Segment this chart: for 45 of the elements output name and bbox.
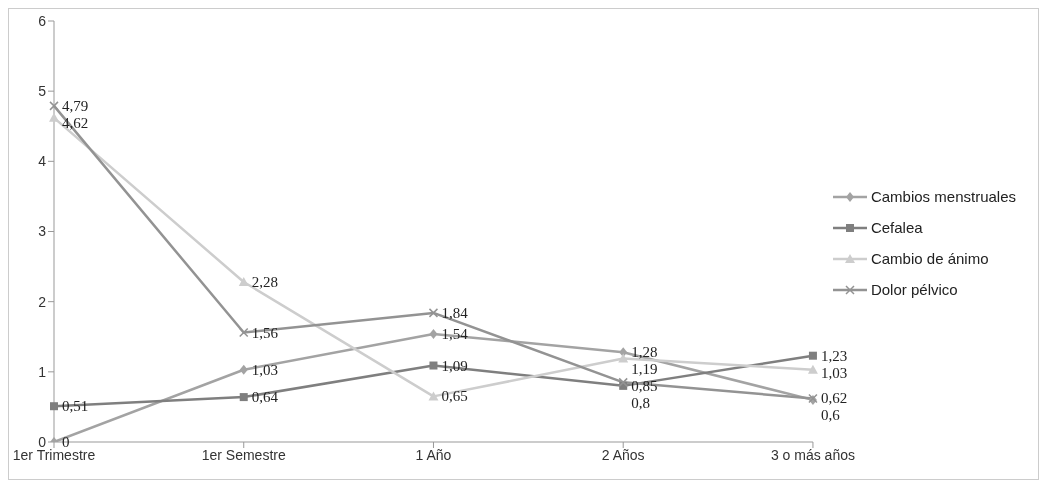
point — [238, 277, 249, 287]
y-tick-label: 6 — [38, 12, 47, 29]
point — [618, 377, 628, 388]
data-label: 1,03 — [820, 364, 848, 381]
point — [238, 327, 249, 338]
point — [807, 364, 818, 374]
data-label: 0,62 — [820, 390, 848, 407]
data-label: 1,56 — [251, 324, 279, 341]
data-label: 0,85 — [631, 378, 658, 395]
legend-label: Cambio de ánimo — [870, 250, 989, 267]
point — [808, 351, 817, 360]
point — [428, 308, 439, 318]
data-label: 2,28 — [251, 274, 278, 291]
y-tick-label: 5 — [38, 83, 47, 100]
data-label: 1,19 — [631, 361, 658, 378]
data-label: 0,8 — [631, 395, 650, 412]
y-tick-label: 4 — [38, 153, 47, 170]
legend-label: Dolor pélvico — [870, 281, 958, 298]
y-tick-label: 2 — [38, 293, 47, 310]
data-label: 4,79 — [62, 97, 89, 114]
data-label: 1,54 — [441, 325, 469, 342]
legend-label: Cefalea — [870, 219, 923, 236]
point — [428, 391, 439, 401]
data-label: 0,65 — [441, 388, 468, 405]
data-label: 1,23 — [820, 347, 848, 364]
data-label: 4,62 — [62, 114, 89, 131]
data-label: 0,64 — [251, 389, 279, 406]
data-label: 1,84 — [441, 304, 469, 321]
point — [429, 361, 438, 370]
point — [239, 364, 248, 375]
point — [49, 101, 59, 111]
y-tick-label: 3 — [38, 223, 47, 240]
legend-label: Cambios menstruales — [870, 188, 1016, 205]
data-label: 1,28 — [631, 344, 658, 361]
point — [618, 353, 629, 363]
y-tick-label: 1 — [38, 363, 47, 380]
point — [239, 393, 248, 402]
x-tick-label: 1er Semestre — [201, 446, 286, 463]
x-tick-label: 1 Año — [415, 446, 452, 463]
point — [429, 328, 438, 339]
data-label: 0,6 — [820, 407, 841, 424]
x-tick-label: 3 o más años — [770, 446, 855, 463]
x-tick-label: 2 Años — [601, 446, 645, 463]
data-label: 1,03 — [251, 361, 278, 378]
point — [50, 402, 58, 411]
